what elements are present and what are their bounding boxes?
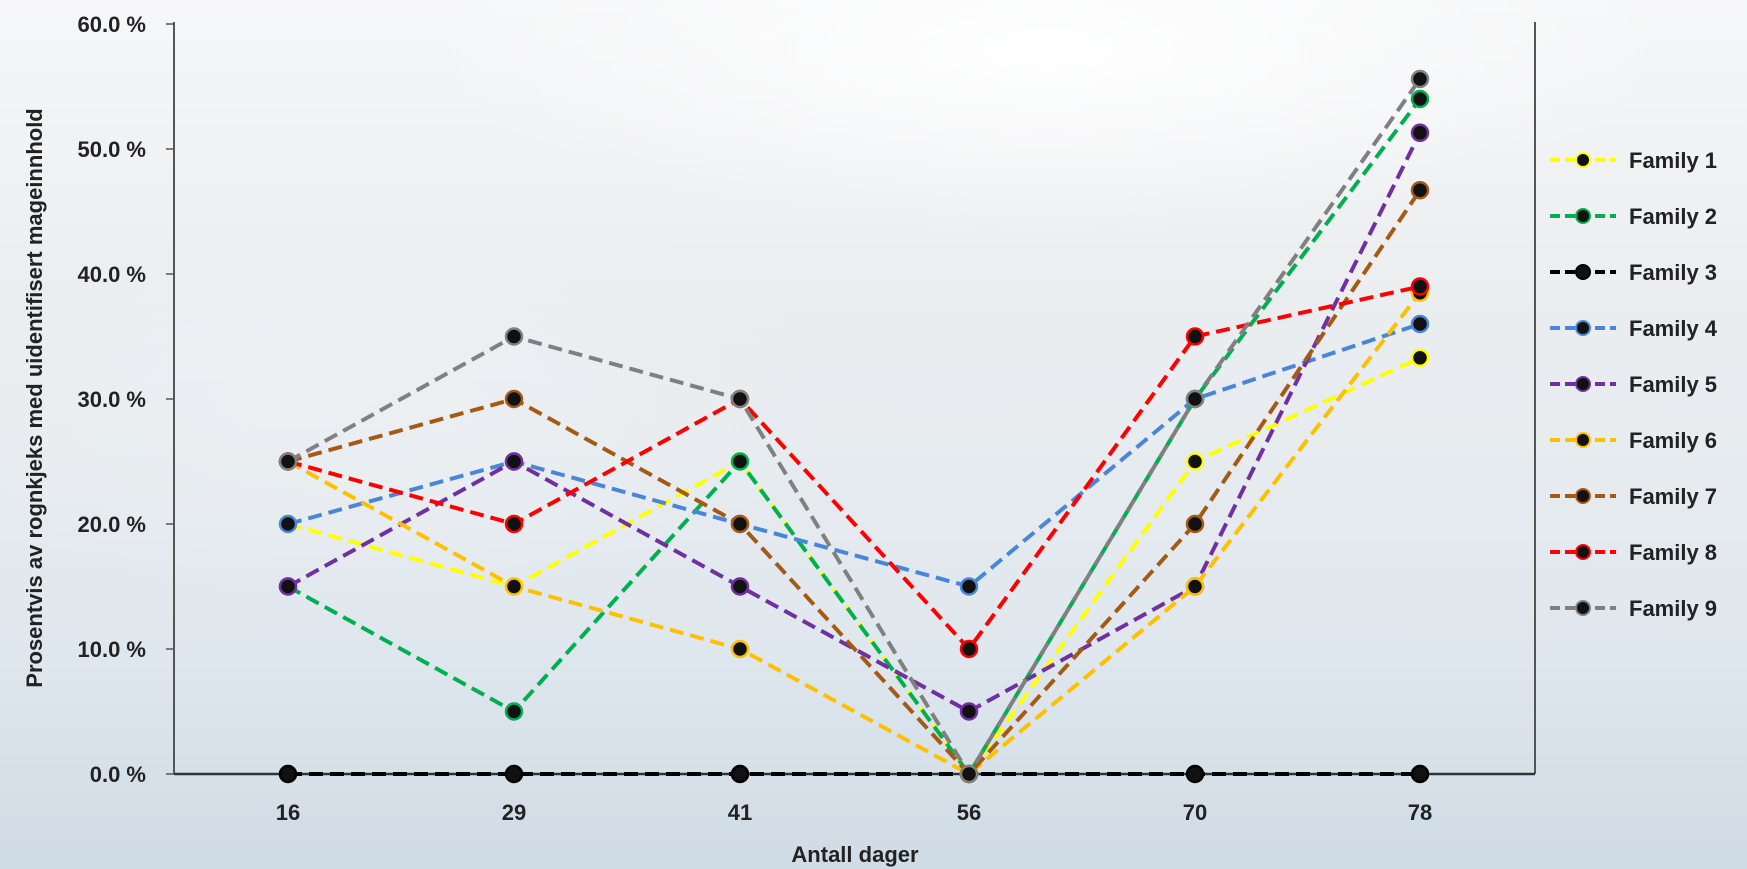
data-point: [959, 577, 979, 596]
data-point: [504, 327, 524, 346]
legend-marker: [1575, 152, 1591, 168]
data-point: [504, 764, 524, 784]
data-point: [1410, 764, 1430, 784]
series-2: [278, 89, 1430, 784]
y-tick-label: 50.0 %: [78, 137, 147, 162]
series-line: [287, 131, 1422, 714]
data-point: [278, 577, 298, 596]
legend-marker: [1575, 264, 1591, 280]
data-point: [1185, 389, 1205, 409]
legend-marker: [1575, 432, 1591, 448]
legend-label: Family 7: [1629, 484, 1717, 509]
legend-label: Family 6: [1629, 428, 1717, 453]
data-point: [504, 389, 524, 409]
y-tick-label: 10.0 %: [78, 637, 147, 662]
data-point: [1185, 452, 1205, 471]
legend-entry: Family 9: [1550, 596, 1717, 621]
legend-label: Family 4: [1629, 316, 1718, 341]
series-9: [278, 69, 1430, 784]
legend-entry: Family 7: [1550, 484, 1717, 509]
legend-label: Family 3: [1629, 260, 1717, 285]
y-tick-label: 20.0 %: [78, 512, 147, 537]
legend-label: Family 1: [1629, 148, 1717, 173]
x-tick-label: 56: [957, 800, 981, 825]
series-3: [278, 764, 1430, 784]
legend-entry: Family 3: [1550, 260, 1717, 285]
legend-entry: Family 6: [1550, 428, 1717, 453]
data-point: [730, 764, 750, 784]
series-line: [287, 322, 1421, 589]
data-point: [278, 764, 298, 784]
data-point: [504, 514, 524, 534]
legend-entry: Family 8: [1550, 540, 1717, 565]
legend-entry: Family 1: [1550, 148, 1717, 173]
data-point: [278, 514, 298, 534]
x-tick-label: 78: [1408, 800, 1432, 825]
data-point: [1185, 327, 1205, 346]
legend-marker: [1575, 544, 1591, 560]
data-point: [278, 452, 298, 471]
x-axis-title: Antall dager: [791, 842, 919, 867]
data-point: [959, 639, 979, 659]
legend-entry: Family 2: [1550, 204, 1717, 229]
y-tick-label: 40.0 %: [78, 262, 147, 287]
y-tick-label: 0.0 %: [90, 762, 146, 787]
series-line: [287, 355, 1421, 776]
legend-marker: [1575, 320, 1591, 336]
data-point: [1410, 180, 1430, 200]
data-point: [1410, 123, 1430, 143]
data-point: [1410, 314, 1430, 334]
series-8: [278, 277, 1430, 659]
series-7: [278, 180, 1430, 784]
legend-entry: Family 4: [1550, 316, 1718, 341]
legend-marker: [1575, 600, 1591, 616]
x-tick-label: 41: [728, 800, 752, 825]
data-point: [730, 514, 750, 534]
x-tick-label: 16: [276, 800, 300, 825]
x-tick-label: 70: [1183, 800, 1207, 825]
y-tick-label: 30.0 %: [78, 387, 147, 412]
y-axis-title: Prosentvis av rognkjeks med uidentifiser…: [22, 108, 47, 687]
data-point: [504, 702, 524, 721]
series-6: [278, 283, 1430, 784]
legend-marker: [1575, 488, 1591, 504]
legend: Family 1 Family 2 Family 3 Family 4 Family 5…: [1550, 148, 1718, 621]
data-point: [730, 452, 750, 471]
data-point: [504, 452, 524, 471]
legend-label: Family 2: [1629, 204, 1717, 229]
data-point: [730, 639, 750, 659]
legend-label: Family 5: [1629, 372, 1717, 397]
data-point: [1185, 764, 1205, 784]
x-tick-label: 29: [502, 800, 526, 825]
data-point: [504, 577, 524, 596]
data-point: [730, 577, 750, 596]
legend-entry: Family 5: [1550, 372, 1717, 397]
legend-marker: [1575, 376, 1591, 392]
data-point: [959, 764, 979, 784]
x-axis-ticks: 16 29 41 56 70 78: [276, 774, 1432, 825]
series-layer: [278, 69, 1430, 784]
legend-marker: [1575, 208, 1591, 224]
data-point: [1185, 577, 1205, 596]
data-point: [1410, 69, 1430, 89]
data-point: [959, 702, 979, 721]
series-line: [287, 291, 1422, 776]
series-line: [287, 77, 1422, 776]
series-line: [287, 284, 1421, 651]
data-point: [1410, 348, 1430, 368]
series-line: [287, 189, 1422, 776]
data-point: [1410, 89, 1430, 109]
data-point: [1410, 277, 1430, 296]
series-5: [278, 123, 1430, 721]
legend-label: Family 8: [1629, 540, 1717, 565]
data-point: [1185, 514, 1205, 534]
legend-label: Family 9: [1629, 596, 1717, 621]
data-point: [730, 389, 750, 409]
y-tick-label: 60.0 %: [78, 12, 147, 37]
y-axis-ticks: 0.0 % 10.0 % 20.0 % 30.0 % 40.0 % 50.0 % 60.0 …: [78, 12, 174, 787]
series-4: [278, 314, 1430, 596]
